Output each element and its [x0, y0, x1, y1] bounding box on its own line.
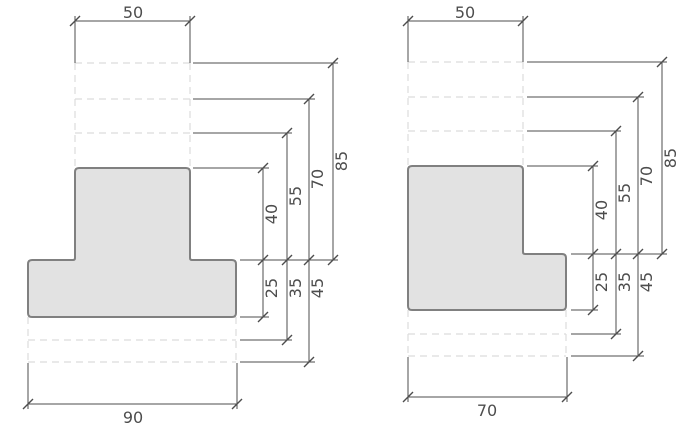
t-profile-height-70-label: 70 [308, 169, 327, 189]
t-profile-dimension-lines [27, 16, 338, 409]
t-profile-shape [27, 167, 237, 318]
l-profile-shape [407, 165, 567, 311]
t-profile-bottom-width-label: 90 [123, 408, 143, 427]
t-profile-depth-35-label: 35 [286, 278, 305, 298]
l-profile-height-85-label: 85 [661, 148, 680, 168]
l-profile-depth-45-label: 45 [637, 272, 656, 292]
t-profile-hidden-lines [27, 62, 237, 363]
t-profile-dimension-ticks [22, 15, 339, 410]
t-profile-height-55-label: 55 [286, 186, 305, 206]
l-profile-depth-35-label: 35 [615, 272, 634, 292]
t-profile-depth-25-label: 25 [262, 278, 281, 298]
t-profile-height-85-label: 85 [332, 151, 351, 171]
l-profile-height-40-label: 40 [592, 200, 611, 220]
l-profile-dimension-lines [407, 16, 667, 402]
l-profile-height-70-label: 70 [637, 166, 656, 186]
t-profile-drawing: 50 90 40 55 70 85 25 35 45 [22, 3, 351, 427]
l-profile-depth-25-label: 25 [592, 272, 611, 292]
t-profile-height-40-label: 40 [262, 204, 281, 224]
t-profile-top-width-label: 50 [123, 3, 143, 22]
l-profile-drawing: 50 70 40 55 70 85 25 35 45 [402, 3, 680, 420]
l-profile-hidden-lines [407, 61, 567, 357]
l-profile-bottom-width-label: 70 [477, 401, 497, 420]
l-profile-height-55-label: 55 [615, 183, 634, 203]
l-profile-dimension-ticks [402, 15, 668, 403]
t-profile-depth-45-label: 45 [308, 278, 327, 298]
l-profile-top-width-label: 50 [455, 3, 475, 22]
